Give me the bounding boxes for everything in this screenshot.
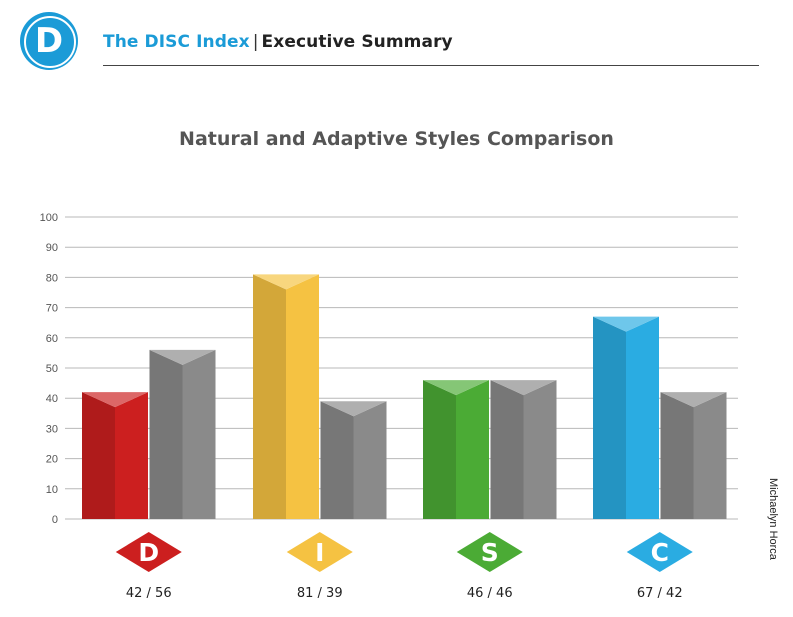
title-separator: | [252, 32, 259, 52]
bar-natural-s-cap [423, 380, 489, 396]
category-diamond-s [456, 532, 523, 572]
y-tick-label: 80 [46, 272, 58, 284]
y-tick-label: 60 [46, 333, 58, 345]
bar-natural-c [593, 316, 626, 519]
logo-letter: D [34, 21, 64, 61]
brand-name: The DISC Index [103, 32, 250, 52]
logo-ring [24, 16, 76, 68]
bar-adaptive-s [490, 380, 524, 519]
bar-adaptive-d-cap [149, 349, 216, 365]
bar-natural-d [82, 392, 115, 519]
y-tick-label: 40 [46, 393, 58, 405]
bar-natural-i-cap [253, 274, 319, 290]
value-label: 42 / 56 [126, 586, 172, 601]
y-tick-label: 0 [52, 514, 58, 526]
value-label: 67 / 42 [637, 586, 683, 601]
value-label: 46 / 46 [467, 586, 513, 601]
bar-adaptive-c-face [693, 392, 727, 519]
category-label: C [651, 538, 669, 567]
category-label: D [138, 538, 159, 567]
y-tick-label: 70 [46, 303, 58, 315]
y-tick-label: 90 [46, 242, 58, 254]
bar-adaptive-d-face [182, 349, 216, 519]
bar-adaptive-c-cap [660, 392, 727, 408]
bar-natural-c-cap [593, 316, 659, 332]
bar-natural-d-cap [82, 392, 148, 408]
category-label: I [315, 538, 324, 567]
bar-natural-i [253, 274, 286, 519]
bar-adaptive-c [660, 392, 694, 519]
bar-adaptive-d [149, 349, 183, 519]
y-tick-label: 30 [46, 423, 58, 435]
bar-natural-s-face [456, 380, 489, 519]
page-title: The DISC Index | Executive Summary [103, 32, 453, 52]
bar-adaptive-i [320, 401, 354, 519]
bar-natural-c-face [626, 316, 659, 519]
chart-title: Natural and Adaptive Styles Comparison [179, 128, 614, 150]
disc-logo-icon: D [20, 12, 78, 70]
bar-adaptive-s-cap [490, 380, 557, 396]
bar-natural-d-face [115, 392, 148, 519]
bar-adaptive-i-cap [320, 401, 387, 417]
y-tick-label: 50 [46, 363, 58, 375]
bar-adaptive-s-face [523, 380, 557, 519]
side-credit: Michaelyn Horca [767, 478, 779, 560]
header-divider [103, 65, 759, 66]
value-label: 81 / 39 [297, 586, 343, 601]
section-name: Executive Summary [261, 32, 453, 52]
report-header: D The DISC Index | Executive Summary [0, 0, 793, 80]
bar-adaptive-i-face [353, 401, 387, 519]
bar-natural-i-face [286, 274, 319, 519]
bar-natural-s [423, 380, 456, 519]
y-tick-label: 10 [46, 484, 58, 496]
category-diamond-d [115, 532, 182, 572]
category-label: S [481, 538, 499, 567]
category-diamond-i [286, 532, 353, 572]
category-diamond-c [626, 532, 693, 572]
y-tick-label: 100 [40, 212, 58, 224]
y-tick-label: 20 [46, 454, 58, 466]
